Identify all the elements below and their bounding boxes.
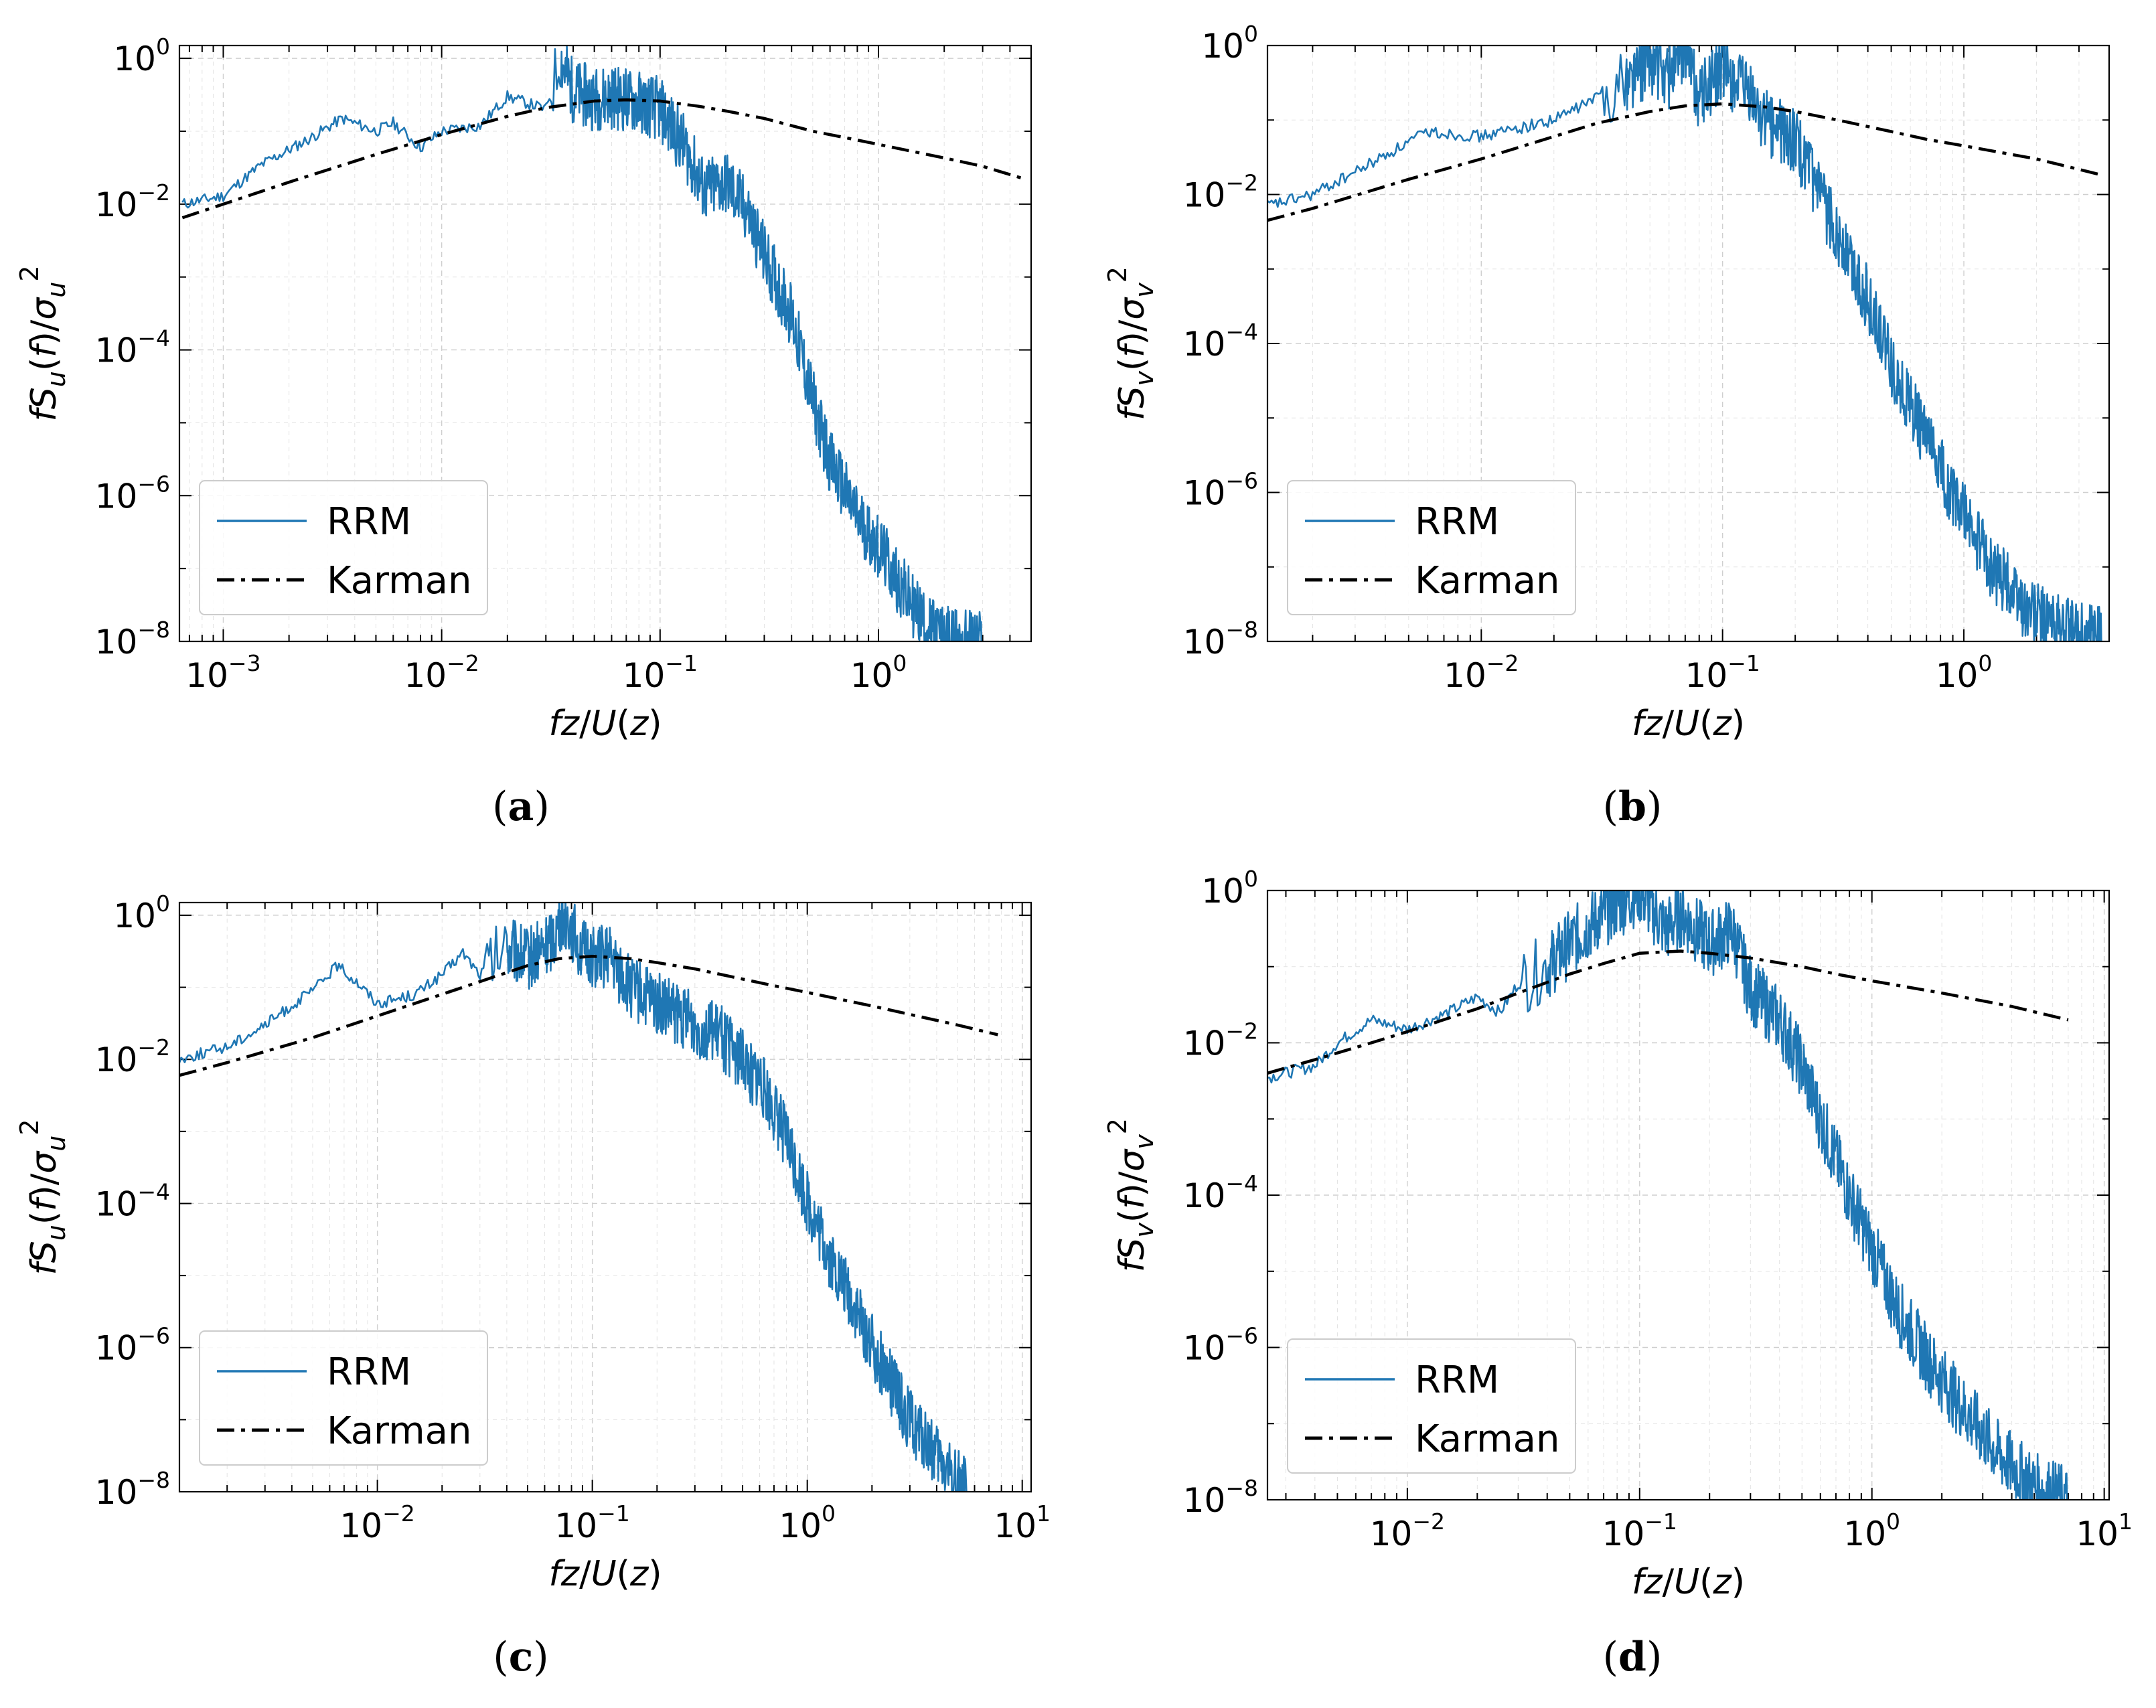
- legend-box: [199, 1330, 488, 1466]
- x-tick-label: 10−3: [185, 650, 260, 695]
- y-tick-label: 10−6: [1183, 468, 1258, 513]
- legend: RRM Karman: [1287, 1338, 1576, 1474]
- x-tick-label: 10−1: [623, 650, 698, 695]
- series-rrm-line: [181, 46, 983, 641]
- axes-frame: [178, 44, 1032, 643]
- y-axis-label: fSu(f)/σu2: [15, 265, 71, 421]
- x-tick-label: 100: [850, 650, 907, 695]
- y-tick-label: 100: [1201, 866, 1258, 911]
- series-rrm-line: [1267, 890, 2068, 1500]
- y-tick-label: 100: [113, 890, 170, 935]
- y-tick-label: 10−4: [1183, 1170, 1258, 1215]
- series-group: [179, 903, 998, 1492]
- panel-c: 10−2 10−1 100 101 10−8 10−6 10−4 10−2 100 fz/U(z)…: [15, 890, 1051, 1681]
- series-group: [1267, 890, 2069, 1500]
- legend: RRM Karman: [199, 1330, 488, 1466]
- series-rrm-line: [179, 903, 968, 1492]
- legend-label-karman: Karman: [327, 559, 471, 603]
- series-karman-line: [1267, 102, 2104, 222]
- y-tick-label: 10−2: [95, 179, 170, 224]
- legend-box: [1287, 1338, 1576, 1474]
- x-tick-label: 10−1: [555, 1500, 630, 1545]
- axes-frame: [1266, 44, 2110, 643]
- x-tick-label: 10−2: [404, 650, 479, 695]
- panel-a: 10−3 10−2 10−1 100 10−8 10−6 10−4 10−2 100 fz/U(z…: [15, 33, 1032, 830]
- series-karman-line: [179, 954, 998, 1077]
- y-tick-label: 10−4: [95, 325, 170, 370]
- x-tick-label: 100: [779, 1500, 836, 1545]
- series-rrm-line: [1267, 46, 2104, 641]
- legend: RRM Karman: [199, 480, 488, 615]
- x-tick-label: 100: [1936, 650, 1993, 695]
- legend-label-rrm: RRM: [327, 1350, 411, 1394]
- y-tick-label: 10−8: [95, 617, 170, 662]
- y-tick-label: 100: [1201, 21, 1258, 66]
- legend-label-rrm: RRM: [1415, 1358, 1499, 1402]
- y-tick-label: 10−2: [1183, 1018, 1258, 1063]
- legend-label-rrm: RRM: [1415, 500, 1499, 544]
- panel-caption: (d): [1603, 1634, 1663, 1681]
- x-axis-label: fz/U(z): [548, 704, 662, 744]
- y-tick-label: 10−8: [1183, 1475, 1258, 1520]
- x-tick-label: 10−2: [1444, 650, 1519, 695]
- legend-label-rrm: RRM: [327, 500, 411, 544]
- axes-frame: [1266, 889, 2110, 1501]
- y-tick-label: 10−2: [95, 1034, 170, 1079]
- x-tick-label: 101: [994, 1500, 1051, 1545]
- legend-label-karman: Karman: [327, 1409, 471, 1453]
- legend-label-karman: Karman: [1415, 559, 1559, 603]
- x-tick-label: 10−2: [1370, 1508, 1445, 1553]
- axes-frame: [178, 901, 1032, 1493]
- legend-box: [1287, 480, 1576, 615]
- x-tick-label: 10−1: [1685, 650, 1760, 695]
- panel-b: 10−2 10−1 100 10−8 10−6 10−4 10−2 100 fz/U(z) fSv…: [1103, 21, 2110, 830]
- series-group: [181, 46, 1026, 641]
- legend-box: [199, 480, 488, 615]
- panel-caption: (a): [492, 783, 550, 830]
- legend: RRM Karman: [1287, 480, 1576, 615]
- x-axis-label: fz/U(z): [548, 1554, 662, 1594]
- x-axis-label: fz/U(z): [1632, 704, 1745, 744]
- x-axis-label: fz/U(z): [1632, 1562, 1745, 1602]
- series-karman-line: [181, 98, 1026, 220]
- x-tick-label: 101: [2076, 1508, 2133, 1553]
- y-tick-label: 10−8: [1183, 617, 1258, 662]
- x-tick-label: 100: [1843, 1508, 1900, 1553]
- y-tick-label: 10−4: [95, 1178, 170, 1223]
- grid: [179, 46, 1031, 641]
- y-tick-label: 100: [113, 33, 170, 78]
- series-karman-line: [1267, 949, 2069, 1075]
- y-tick-label: 10−8: [95, 1467, 170, 1512]
- x-tick-label: 10−2: [339, 1500, 414, 1545]
- y-axis-label: fSv(f)/σv2: [1103, 1118, 1159, 1272]
- panel-caption: (b): [1603, 783, 1663, 830]
- y-tick-label: 10−6: [1183, 1323, 1258, 1368]
- y-axis-label: fSu(f)/σu2: [15, 1119, 71, 1275]
- y-tick-label: 10−2: [1183, 170, 1258, 215]
- panel-caption: (c): [493, 1634, 548, 1681]
- series-group: [1267, 46, 2104, 641]
- panel-d: 10−2 10−1 100 101 10−8 10−6 10−4 10−2 100 fz/U(z)…: [1103, 866, 2133, 1681]
- y-tick-label: 10−4: [1183, 319, 1258, 364]
- legend-label-karman: Karman: [1415, 1417, 1559, 1461]
- y-tick-label: 10−6: [95, 471, 170, 516]
- y-axis-label: fSv(f)/σv2: [1103, 266, 1159, 420]
- y-tick-label: 10−6: [95, 1323, 170, 1368]
- x-tick-label: 10−1: [1602, 1508, 1677, 1553]
- grid: [1267, 890, 2109, 1500]
